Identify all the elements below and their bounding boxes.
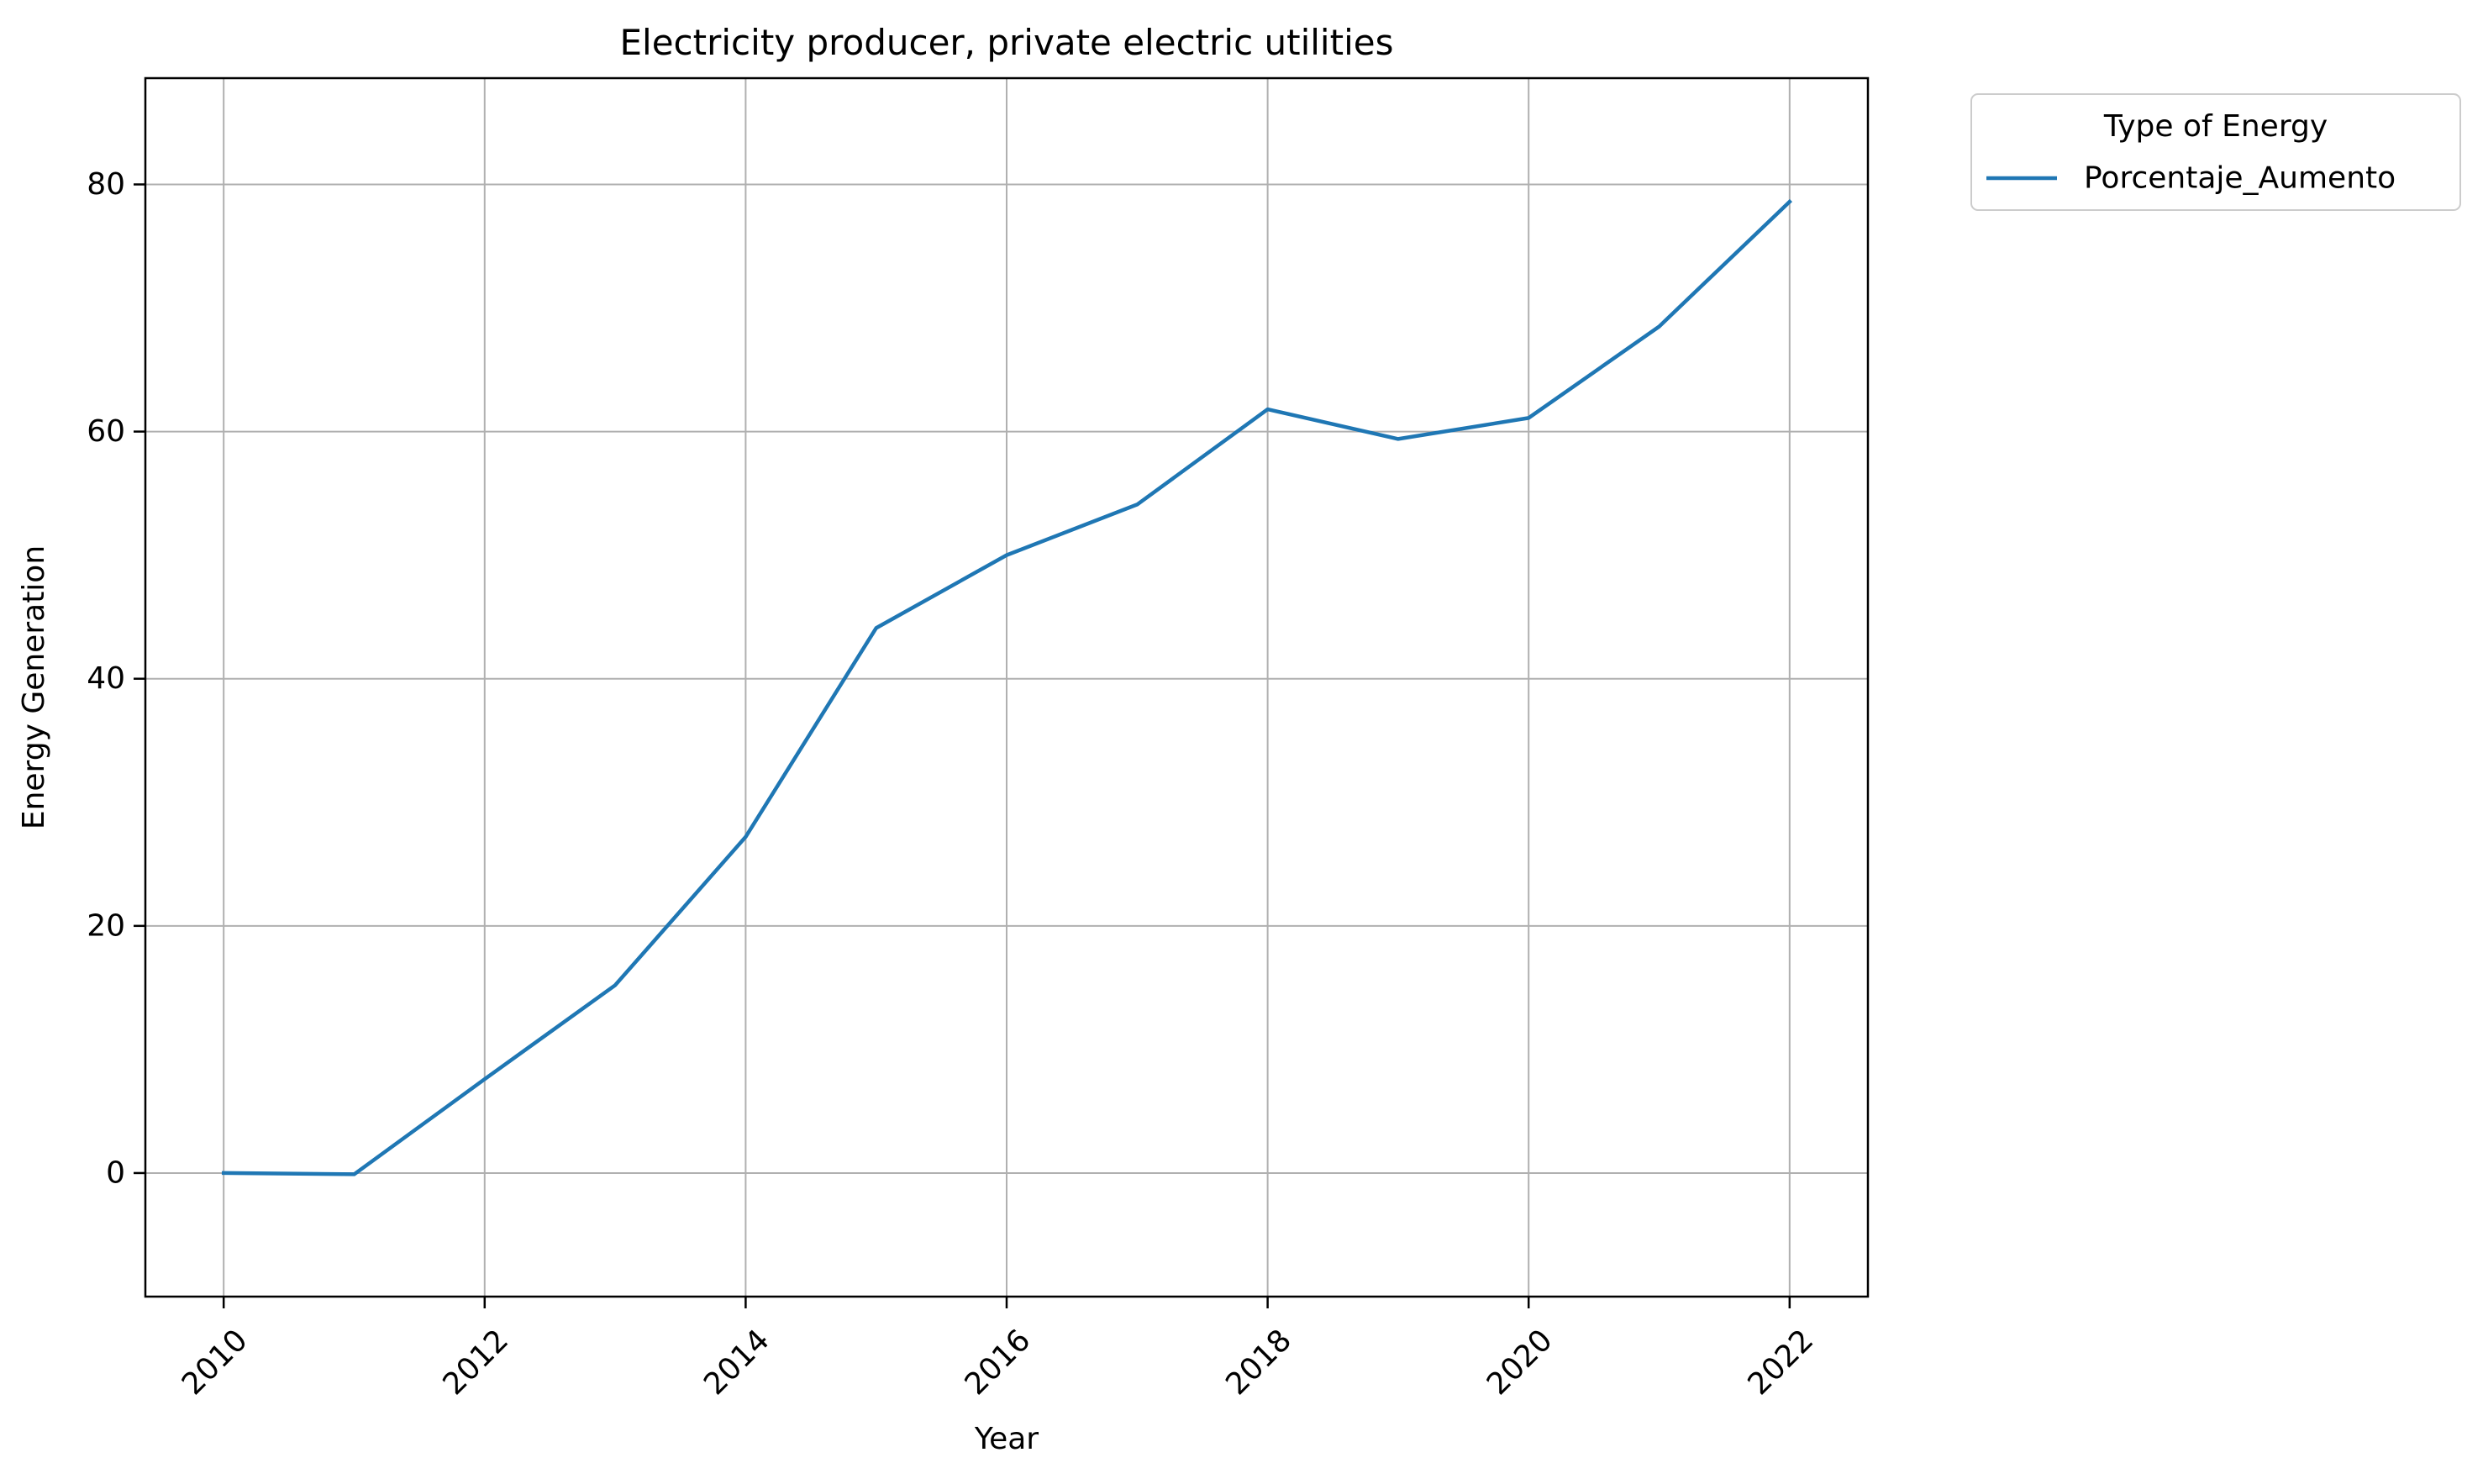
y-tick-label: 40 [87, 661, 125, 696]
x-axis-label: Year [974, 1422, 1039, 1456]
y-axis-label: Energy Generation [17, 545, 51, 829]
chart-title: Electricity producer, private electric u… [620, 22, 1394, 63]
grid [145, 78, 1868, 1297]
legend: Type of Energy Porcentaje_Aumento [1970, 93, 2461, 211]
legend-title: Type of Energy [2103, 109, 2328, 144]
legend-frame [1970, 93, 2461, 211]
y-tick-label: 0 [106, 1155, 125, 1190]
legend-entries: Porcentaje_Aumento [1986, 161, 2396, 196]
legend-entry-label: Porcentaje_Aumento [2084, 161, 2396, 196]
y-tick-label: 60 [87, 414, 125, 449]
y-tick-label: 20 [87, 908, 125, 943]
y-axis-ticks: 0 20 40 60 80 [87, 167, 145, 1190]
series-lines [221, 198, 1792, 1176]
y-tick-label: 80 [87, 167, 125, 202]
series-line [221, 198, 1792, 1176]
